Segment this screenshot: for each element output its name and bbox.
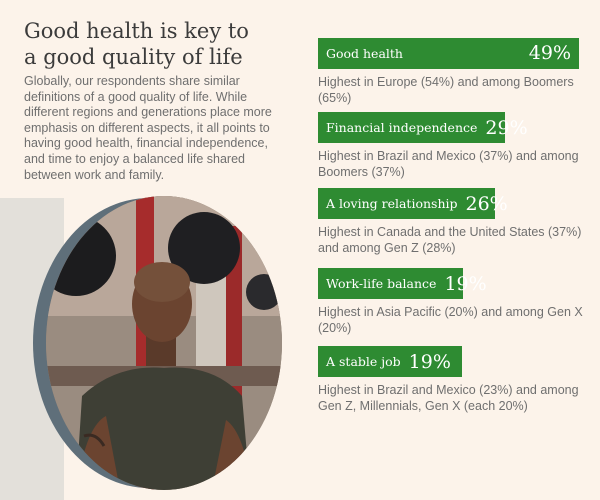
stat-description: Highest in Asia Pacific (20%) and among … [318,305,583,335]
stat-description: Highest in Brazil and Mexico (37%) and a… [318,149,579,179]
stat-bar-value: 26% [465,192,508,215]
stat-bar: A loving relationship 26% [318,188,508,219]
stat-bar: A stable job 19% [318,346,462,377]
gym-photo [46,196,282,490]
stat-bar-value: 19% [444,272,487,295]
stat-description: Highest in Europe (54%) and among Boomer… [318,75,574,105]
stats-chart: Good health 49% Highest in Europe (54%) an… [318,0,588,500]
stat-bar-label: Financial independence [326,120,478,135]
stat-description: Highest in Brazil and Mexico (23%) and a… [318,383,579,413]
title-line-2: a good quality of life [24,45,243,69]
page-title: Good health is key to a good quality of … [24,18,314,70]
stat-bar-label: A stable job [326,354,401,369]
stat-bar-value: 29% [485,116,528,139]
stat-item: A loving relationship 26% Highest in Canad… [318,188,588,256]
stat-bar-value: 49% [528,42,571,64]
intro-paragraph: Globally, our respondents share similar … [24,74,272,182]
stat-bar: Good health 49% [318,38,579,69]
stat-bar-label: Work-life balance [326,276,437,291]
stat-bar: Work-life balance 19% [318,268,487,299]
stat-description: Highest in Canada and the United States … [318,225,582,255]
stat-item: Financial independence 29% Highest in Braz… [318,112,588,180]
title-line-1: Good health is key to [24,19,249,43]
stat-bar-label: Good health [326,46,403,61]
stat-item: Good health 49% Highest in Europe (54%) an… [318,38,588,106]
stat-bar-value: 19% [408,350,451,373]
stat-bar-label: A loving relationship [326,196,458,211]
stat-item: Work-life balance 19% Highest in Asia Paci… [318,268,588,336]
stat-item: A stable job 19% Highest in Brazil and Mex… [318,346,588,414]
stat-bar: Financial independence 29% [318,112,528,143]
